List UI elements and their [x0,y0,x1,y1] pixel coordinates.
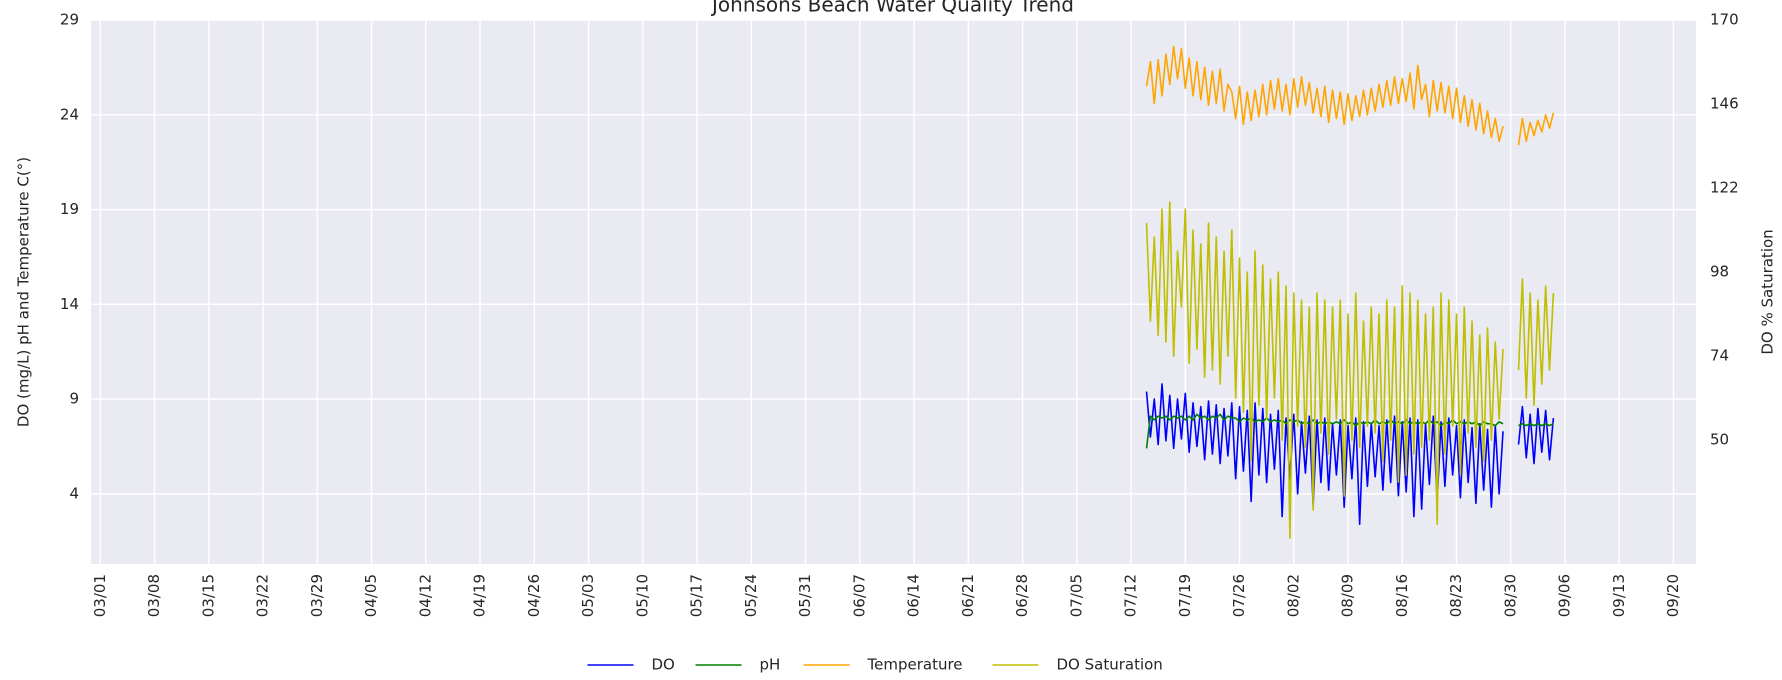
series-line [1145,383,1555,525]
series-line [1145,45,1555,146]
x-tick-label: 09/20 [1664,574,1682,617]
legend-label: DO Saturation [1057,656,1163,674]
legend-label: DO [652,656,675,674]
y2-tick-label: 74 [1710,347,1729,365]
y2-axis-label: DO % Saturation [1759,229,1777,354]
x-tick-label: 04/12 [416,574,434,617]
y2-tick-label: 50 [1710,431,1729,449]
legend-label: Temperature [867,656,963,674]
y-tick-label: 19 [60,200,79,218]
y-tick-label: 24 [60,105,79,123]
x-tick-label: 09/06 [1556,574,1574,617]
x-tick-label: 03/08 [145,574,163,617]
x-tick-label: 06/28 [1013,574,1031,617]
x-tick-label: 04/26 [525,574,543,617]
x-tick-label: 08/09 [1339,574,1357,617]
x-tick-label: 03/01 [91,574,109,617]
y2-tick-label: 122 [1710,179,1739,197]
y-axis-label: DO (mg/L) pH and Temperature C(°) [15,157,33,427]
series-line [1145,201,1555,539]
x-tick-label: 06/21 [959,574,977,617]
chart-title: Johnsons Beach Water Quality Trend [710,0,1074,17]
x-tick-label: 05/17 [688,574,706,617]
y-tick-label: 14 [60,295,79,313]
y-tick-label: 29 [60,11,79,29]
x-tick-label: 07/26 [1230,574,1248,617]
x-tick-label: 07/05 [1067,574,1085,617]
x-tick-label: 03/29 [308,574,326,617]
y2-tick-label: 170 [1710,11,1739,29]
x-tick-label: 03/15 [199,574,217,617]
x-tick-label: 05/24 [742,574,760,617]
x-tick-label: 08/16 [1393,574,1411,617]
x-tick-label: 05/31 [796,574,814,617]
x-tick-label: 08/30 [1501,574,1519,617]
x-tick-label: 06/07 [850,574,868,617]
x-tick-label: 03/22 [254,574,272,617]
x-tick-label: 07/12 [1122,574,1140,617]
x-tick-label: 06/14 [905,574,923,617]
x-tick-label: 09/13 [1610,574,1628,617]
legend-label: pH [760,656,781,674]
y2-tick-label: 146 [1710,95,1739,113]
y-tick-label: 9 [69,390,79,408]
x-tick-label: 07/19 [1176,574,1194,617]
x-tick-label: 05/03 [579,574,597,617]
x-tick-label: 04/19 [471,574,489,617]
y-tick-label: 4 [69,484,79,502]
x-tick-label: 05/10 [633,574,651,617]
x-tick-label: 08/23 [1447,574,1465,617]
x-tick-label: 04/05 [362,574,380,617]
y2-tick-label: 98 [1710,263,1729,281]
x-tick-label: 08/02 [1284,574,1302,617]
